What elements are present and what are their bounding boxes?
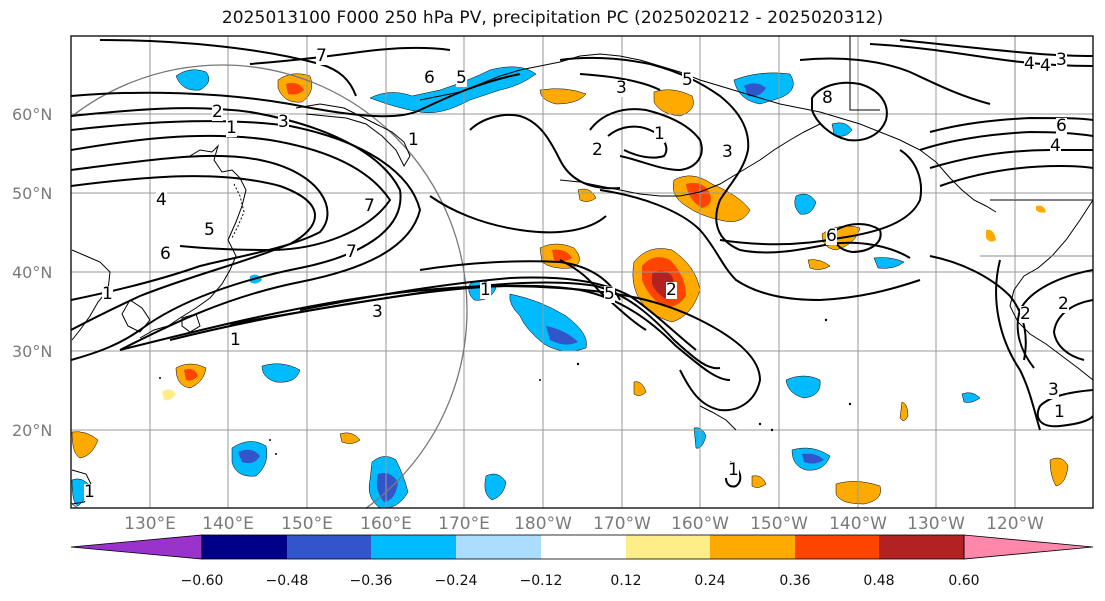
contour-label: 1	[84, 482, 95, 502]
colorbar-tick: −0.36	[349, 573, 393, 589]
lon-label: 170°W	[593, 514, 651, 534]
lon-label: 130°E	[124, 514, 176, 534]
contour-label: 3	[278, 112, 289, 132]
lat-label-50n: 50°N	[12, 184, 53, 203]
contour-label: 1	[480, 280, 491, 300]
contour-label: 3	[722, 142, 733, 162]
colorbar-extend-low	[70, 534, 203, 560]
contour-label: 4	[1024, 54, 1035, 74]
contour-label: 2	[212, 102, 223, 122]
lat-label-20n: 20°N	[12, 421, 53, 440]
colorbar-tick: 0.48	[863, 573, 895, 589]
colorbar-tick: 0.24	[694, 573, 726, 589]
colorbar-bin	[202, 535, 287, 559]
colorbar-tick: −0.12	[519, 573, 563, 589]
colorbar-tick: −0.48	[265, 573, 309, 589]
contour-label: 3	[616, 78, 627, 98]
contour-label: 1	[230, 330, 241, 350]
lon-label: 170°E	[438, 514, 490, 534]
lon-label: 130°W	[907, 514, 965, 534]
contour-label: 3	[1056, 50, 1067, 70]
positive-precip-shading	[71, 73, 1069, 505]
colorbar-bin	[371, 535, 456, 559]
lon-label: 180°W	[514, 514, 572, 534]
contour-label: 5	[604, 284, 615, 304]
contour-label: 7	[346, 242, 357, 262]
figure-title: 2025013100 F000 250 hPa PV, precipitatio…	[221, 8, 884, 28]
lon-label: 150°W	[750, 514, 808, 534]
contour-label: 1	[728, 460, 739, 480]
contour-label: 3	[1048, 380, 1059, 400]
contour-label: 8	[822, 88, 833, 108]
contour-label: 1	[102, 284, 113, 304]
colorbar	[70, 534, 1094, 560]
contour-label: 2	[666, 280, 677, 300]
contour-label: 1	[408, 130, 419, 150]
coastlines	[71, 36, 1093, 505]
contour-label: 7	[364, 196, 375, 216]
lon-label: 160°W	[671, 514, 729, 534]
lon-label: 120°W	[986, 514, 1044, 534]
contour-label: 4	[1040, 56, 1051, 76]
contour-label: 4	[1050, 136, 1061, 156]
colorbar-bin	[541, 535, 626, 559]
contour-label: 5	[682, 70, 693, 90]
colorbar-extend-high	[963, 534, 1094, 560]
colorbar-bin	[879, 535, 964, 559]
contour-label: 2	[1058, 294, 1069, 314]
islands	[159, 318, 852, 455]
contour-label: 1	[654, 124, 665, 144]
colorbar-tick: −0.60	[180, 573, 224, 589]
reference-circle	[71, 64, 468, 508]
colorbar-bin	[287, 535, 371, 559]
lat-label-40n: 40°N	[12, 263, 53, 282]
colorbar-tick: 0.12	[610, 573, 642, 589]
colorbar-bin	[795, 535, 879, 559]
lon-label: 140°W	[829, 514, 887, 534]
lat-label-60n: 60°N	[12, 105, 53, 124]
lon-label: 150°E	[281, 514, 333, 534]
colorbar-tick: 0.36	[779, 573, 811, 589]
contour-label: 5	[204, 220, 215, 240]
contour-label: 2	[592, 140, 603, 160]
lat-label-30n: 30°N	[12, 342, 53, 361]
contour-label: 6	[160, 244, 171, 264]
contour-label: 6	[424, 68, 435, 88]
colorbar-bin	[710, 535, 795, 559]
contour-label: 3	[372, 302, 383, 322]
colorbar-tick: 0.60	[948, 573, 980, 589]
contour-label: 5	[456, 68, 467, 88]
lon-label: 160°E	[360, 514, 412, 534]
contour-label: 4	[156, 190, 167, 210]
contour-label: 1	[226, 118, 237, 138]
contour-label: 1	[1054, 402, 1065, 422]
colorbar-bin	[626, 535, 710, 559]
contour-label: 6	[1056, 116, 1067, 136]
lon-label: 140°E	[202, 514, 254, 534]
contour-label: 2	[1020, 304, 1031, 324]
colorbar-bin	[456, 535, 541, 559]
contour-label: 6	[826, 226, 837, 246]
contour-label: 7	[316, 46, 327, 66]
colorbar-tick: −0.24	[434, 573, 478, 589]
